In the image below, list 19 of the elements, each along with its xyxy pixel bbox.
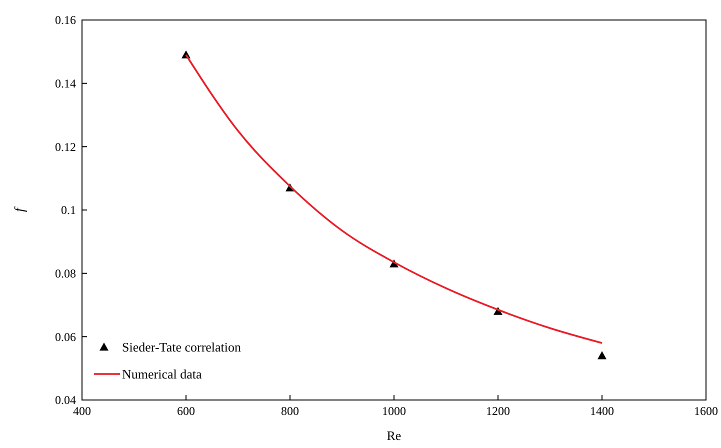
- y-tick-label: 0.04: [55, 393, 76, 408]
- x-tick-label: 1600: [694, 404, 718, 418]
- legend-label: Numerical data: [122, 366, 202, 382]
- x-tick-label: 400: [73, 404, 91, 418]
- y-axis-title: f: [13, 206, 28, 212]
- legend-label: Sieder-Tate correlation: [122, 340, 242, 355]
- x-tick-label: 1400: [590, 404, 614, 418]
- x-tick-label: 800: [281, 404, 299, 418]
- x-tick-label: 600: [177, 404, 195, 418]
- x-tick-label: 1200: [486, 404, 510, 418]
- y-tick-label: 0.16: [55, 13, 76, 28]
- y-tick-label: 0.1: [61, 203, 76, 218]
- point: [598, 351, 606, 360]
- y-tick-label: 0.14: [55, 76, 76, 91]
- y-tick-label: 0.06: [55, 330, 76, 344]
- x-tick-label: 1000: [382, 404, 406, 418]
- x-axis-title: Re: [386, 428, 402, 443]
- y-tick-label: 0.12: [55, 140, 76, 154]
- y-tick-label: 0.08: [55, 266, 76, 281]
